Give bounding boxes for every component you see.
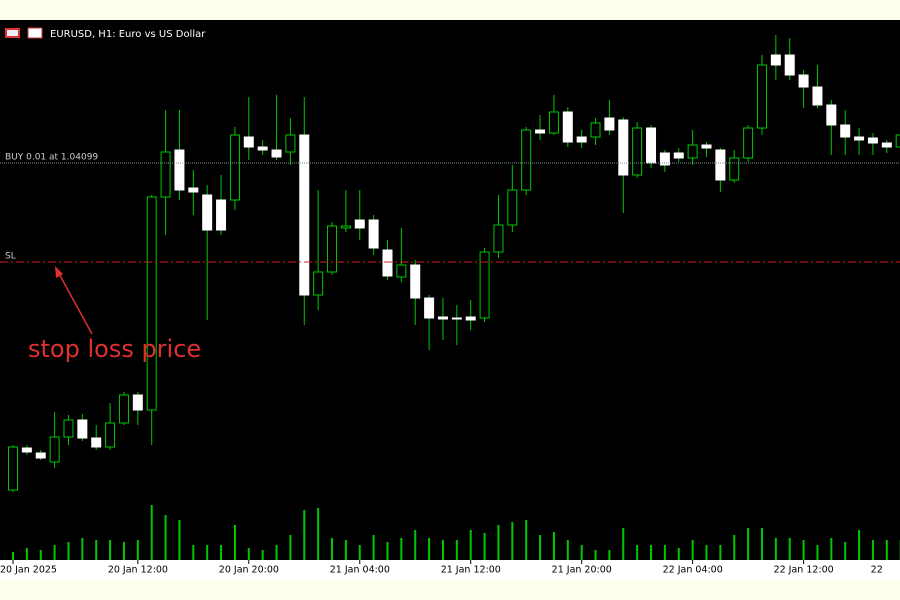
candle-body [743, 127, 754, 159]
candle-body [784, 54, 795, 76]
candle-body [77, 419, 88, 439]
arrow-head [55, 266, 63, 278]
level-label: BUY 0.01 at 1.04099 [5, 153, 98, 163]
candle-body [535, 129, 546, 134]
candle-body [548, 111, 559, 134]
candle-body [118, 394, 129, 424]
candle-body [160, 151, 171, 198]
chart-title: EURUSD, H1: Euro vs US Dollar [50, 29, 206, 40]
x-tick-label: 22 [871, 565, 883, 576]
candle-body [756, 64, 767, 129]
x-tick-label: 22 Jan 04:00 [663, 565, 723, 576]
candle-body [243, 136, 254, 148]
x-tick-label: 22 Jan 12:00 [774, 565, 834, 576]
candle-body [410, 264, 421, 299]
candle-body [715, 149, 726, 181]
candle-body [770, 54, 781, 66]
candle-body [479, 251, 490, 319]
candle-body [646, 127, 657, 164]
candle-body [354, 219, 365, 229]
candle-body [701, 144, 712, 149]
candle-body [174, 149, 185, 191]
annotation: stop loss price [28, 335, 201, 363]
candle-body [465, 316, 476, 321]
candle-body [729, 157, 740, 181]
candle-body [562, 111, 573, 143]
x-tick-label: 21 Jan 12:00 [441, 565, 501, 576]
candle-body [49, 436, 60, 463]
icon [7, 30, 18, 36]
x-tick-label: 20 Jan 20:00 [219, 565, 279, 576]
candle-body [340, 225, 351, 229]
candle-body [659, 152, 670, 166]
candle-body [396, 264, 407, 278]
time-axis [0, 560, 900, 580]
candle-body [21, 447, 32, 453]
x-tick-label: 21 Jan 04:00 [330, 565, 390, 576]
candle-body [257, 146, 268, 151]
candle-body [673, 152, 684, 159]
candle-body [881, 142, 892, 148]
candle-body [437, 316, 448, 320]
candle-body [285, 134, 296, 153]
candle-body [8, 446, 18, 491]
x-tick-label: 21 Jan 20:00 [552, 565, 612, 576]
candle-body [812, 86, 823, 106]
candle-body [188, 187, 199, 193]
x-tick-label: 20 Jan 12:00 [108, 565, 168, 576]
candle-body [867, 137, 878, 144]
candle-body [424, 297, 435, 319]
candle-body [132, 394, 143, 411]
candle-body [687, 144, 698, 159]
candle-body [798, 74, 809, 88]
candle-body [299, 134, 310, 296]
level-label: SL [5, 252, 16, 262]
candle-body [632, 127, 643, 176]
candle-body [63, 419, 74, 438]
candle-body [826, 104, 837, 126]
candle-body [368, 219, 379, 249]
candle-body [590, 122, 601, 138]
candle-body [35, 452, 46, 459]
candle-body [840, 124, 851, 138]
candle-body [493, 224, 504, 253]
candle-body [91, 437, 102, 448]
candle-body [576, 136, 587, 143]
candle-body [327, 225, 338, 273]
candle-body [618, 119, 629, 176]
candle-body [216, 199, 227, 231]
candle-body [507, 189, 518, 226]
icon [27, 27, 43, 39]
x-tick-label: 20 Jan 2025 [0, 565, 57, 576]
candle-body [229, 134, 240, 201]
candle-body [451, 317, 462, 320]
candle-body [854, 136, 865, 141]
candle-body [895, 134, 900, 148]
candle-body [313, 271, 324, 296]
candle-body [271, 149, 282, 158]
candle-body [105, 422, 116, 448]
candle-body [146, 196, 157, 411]
candle-body [604, 117, 615, 131]
arrow [56, 269, 93, 335]
candle-body [202, 194, 213, 231]
candle-body [521, 129, 532, 191]
candle-body [382, 249, 393, 277]
